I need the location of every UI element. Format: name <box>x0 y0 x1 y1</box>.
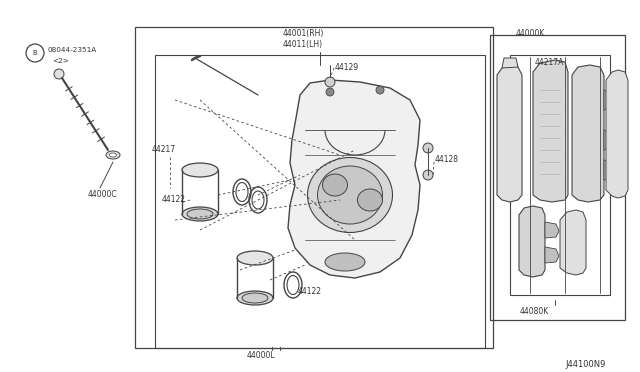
Bar <box>510 55 610 295</box>
Text: 08044-2351A: 08044-2351A <box>48 47 97 53</box>
Polygon shape <box>560 210 586 275</box>
Ellipse shape <box>237 251 273 265</box>
Polygon shape <box>604 130 618 150</box>
Ellipse shape <box>109 153 116 157</box>
Text: J44100N9: J44100N9 <box>565 360 605 369</box>
Text: <2>: <2> <box>52 58 69 64</box>
Ellipse shape <box>287 276 299 295</box>
Text: 44011(LH): 44011(LH) <box>283 40 323 49</box>
Text: 44128: 44128 <box>435 155 459 164</box>
Circle shape <box>376 86 384 94</box>
Ellipse shape <box>252 191 264 209</box>
Polygon shape <box>288 80 420 278</box>
Polygon shape <box>533 60 568 202</box>
Circle shape <box>325 77 335 87</box>
Polygon shape <box>497 65 522 202</box>
Circle shape <box>423 170 433 180</box>
Ellipse shape <box>106 151 120 159</box>
Bar <box>135 27 493 348</box>
Circle shape <box>326 88 334 96</box>
Text: 44122: 44122 <box>162 195 186 204</box>
Circle shape <box>423 143 433 153</box>
Ellipse shape <box>242 293 268 303</box>
Circle shape <box>54 69 64 79</box>
Ellipse shape <box>323 174 348 196</box>
Ellipse shape <box>358 189 383 211</box>
Ellipse shape <box>236 183 248 202</box>
Text: 44122: 44122 <box>298 287 322 296</box>
Polygon shape <box>572 65 604 202</box>
Polygon shape <box>502 58 518 68</box>
Text: 44001(RH): 44001(RH) <box>283 29 324 38</box>
Ellipse shape <box>325 253 365 271</box>
Text: 44000L: 44000L <box>247 351 276 360</box>
Bar <box>155 55 485 348</box>
Text: 44217A: 44217A <box>535 58 564 67</box>
Ellipse shape <box>182 207 218 221</box>
Text: 44129: 44129 <box>335 63 359 72</box>
Text: B: B <box>33 50 37 56</box>
Text: 44000K: 44000K <box>516 29 545 38</box>
Polygon shape <box>545 247 559 263</box>
Bar <box>490 35 625 320</box>
Ellipse shape <box>237 291 273 305</box>
Polygon shape <box>519 206 545 277</box>
Text: 44217: 44217 <box>152 145 176 154</box>
Ellipse shape <box>317 166 383 224</box>
Polygon shape <box>604 160 618 180</box>
Polygon shape <box>545 222 559 238</box>
Ellipse shape <box>307 157 392 232</box>
Ellipse shape <box>187 209 213 219</box>
Text: 44000C: 44000C <box>88 190 118 199</box>
Polygon shape <box>606 70 628 198</box>
Ellipse shape <box>182 163 218 177</box>
Text: 44080K: 44080K <box>520 307 549 316</box>
Polygon shape <box>604 90 618 110</box>
